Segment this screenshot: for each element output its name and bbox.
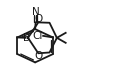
Text: Cl: Cl bbox=[32, 31, 43, 41]
Text: O: O bbox=[34, 14, 42, 24]
Text: O: O bbox=[34, 51, 42, 61]
Text: B: B bbox=[23, 33, 30, 43]
Text: N: N bbox=[32, 7, 40, 17]
